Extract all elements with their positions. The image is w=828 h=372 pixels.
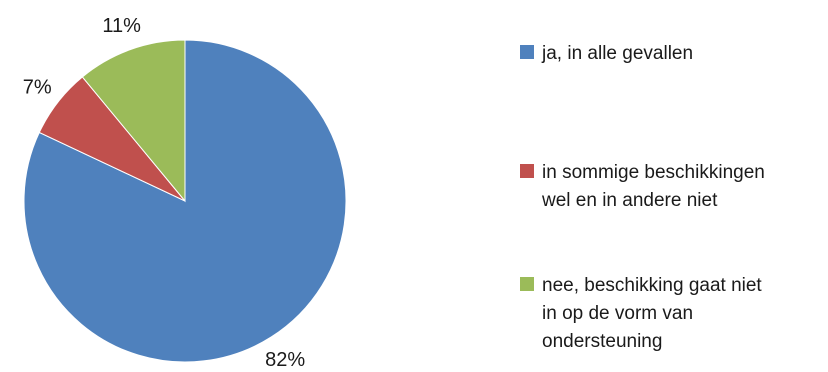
data-label-nee: 11% — [102, 15, 141, 37]
legend-label-sommige: in sommige beschikkingen wel en in ander… — [542, 162, 765, 211]
legend: ja, in alle gevallen in sommige beschikk… — [520, 0, 828, 372]
legend-label-nee: nee, beschikking gaat niet in op de vorm… — [542, 275, 762, 352]
legend-swatch-sommige — [520, 164, 534, 178]
legend-swatch-ja — [520, 45, 534, 59]
legend-label-ja: ja, in alle gevallen — [542, 43, 694, 64]
pie-slices — [23, 39, 347, 363]
legend-swatch-nee — [520, 277, 534, 291]
data-label-sommige: 7% — [23, 76, 52, 98]
pie-data-labels: 82% 7% 11% — [23, 15, 306, 371]
slice-nee — [81, 39, 186, 203]
data-label-ja: 82% — [265, 349, 305, 371]
